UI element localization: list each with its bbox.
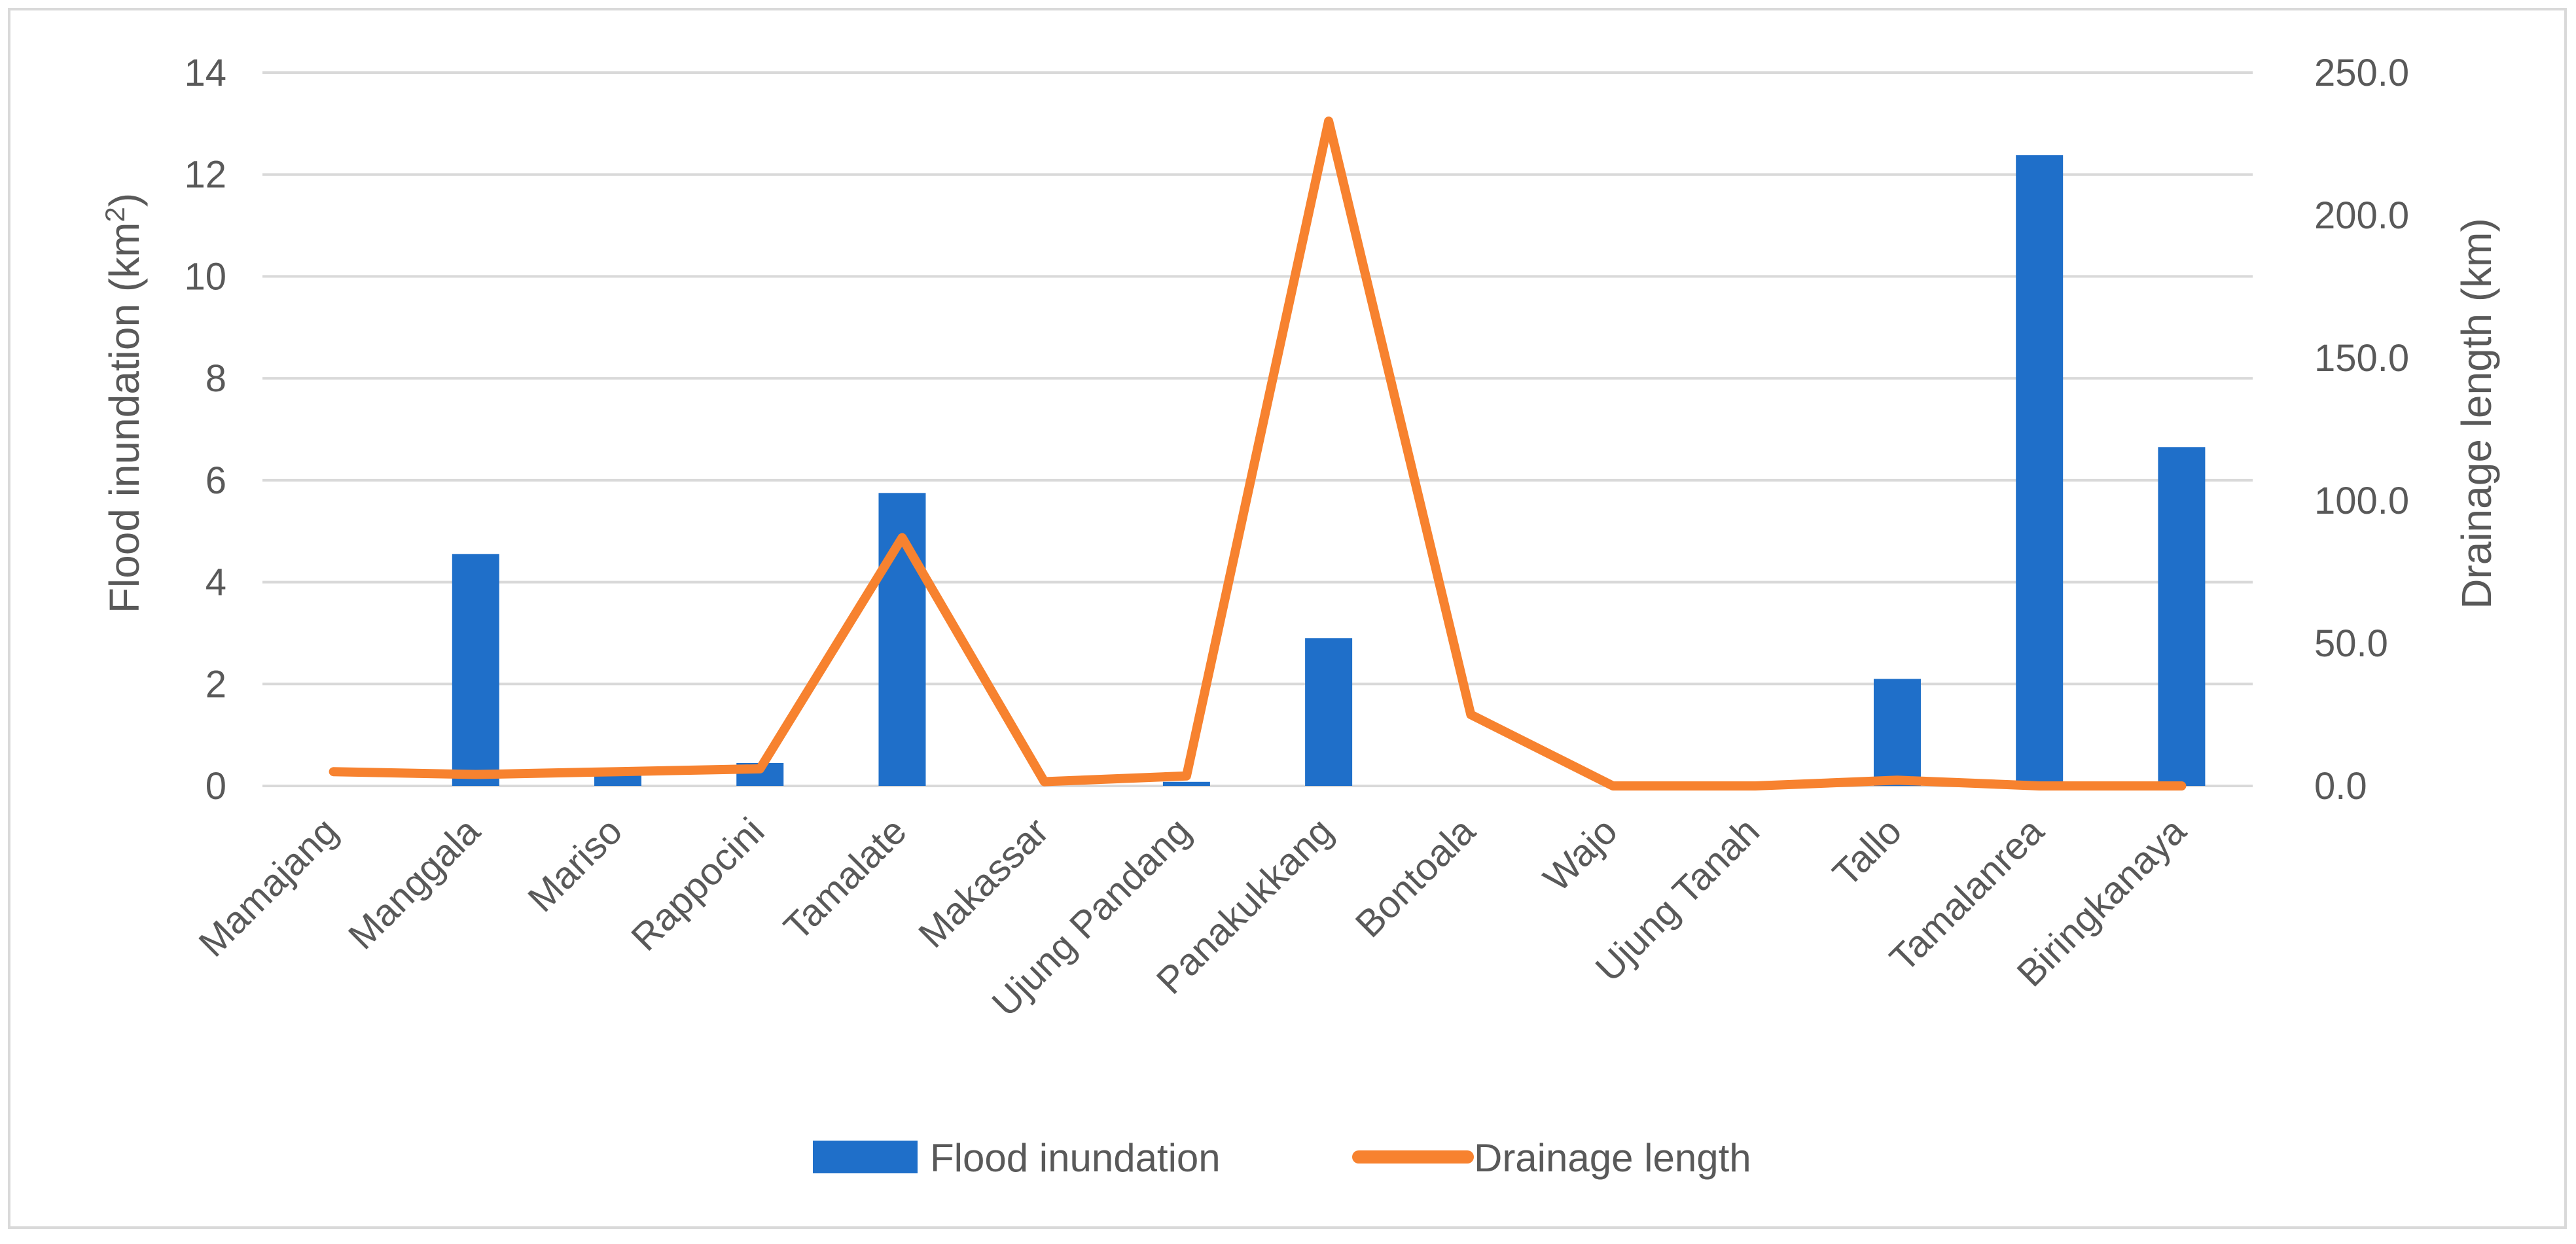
right-tick-label: 0.0 xyxy=(2314,765,2367,808)
right-tick-label: 150.0 xyxy=(2314,337,2409,380)
right-tick-label: 100.0 xyxy=(2314,480,2409,522)
right-tick-label: 200.0 xyxy=(2314,194,2409,237)
legend: Flood inundation Drainage length xyxy=(813,1136,1751,1180)
left-tick-label: 6 xyxy=(206,459,226,502)
flood-inundation-bars xyxy=(452,155,2206,787)
legend-flood-inundation-swatch xyxy=(813,1141,918,1173)
flood-inundation-bar xyxy=(1873,679,1921,786)
chart-frame: 0 2 4 6 8 10 12 14 0.0 50.0 100.0 150.0 200.0 250.0 … xyxy=(8,8,2567,1229)
left-axis-title: Flood inundation (km2) xyxy=(99,193,148,613)
flood-inundation-bar xyxy=(1162,781,1210,786)
left-tick-label: 10 xyxy=(184,255,226,298)
category-label: Mariso xyxy=(520,809,630,920)
category-label: Manggala xyxy=(340,809,489,958)
category-label: Rappocini xyxy=(623,809,772,959)
flood-inundation-bar xyxy=(2158,447,2206,786)
category-label: Tamalate xyxy=(776,809,914,948)
category-label: Bontoala xyxy=(1348,809,1484,946)
left-tick-label: 0 xyxy=(206,765,226,808)
right-tick-label: 250.0 xyxy=(2314,52,2409,94)
drainage-length-line-layer xyxy=(329,116,2187,791)
flood-inundation-bar xyxy=(1305,638,1353,786)
drainage-length-line xyxy=(329,116,2187,791)
left-tick-label: 8 xyxy=(206,357,226,400)
right-tick-label: 50.0 xyxy=(2314,622,2388,665)
right-axis-title: Drainage length (km) xyxy=(2453,218,2500,609)
flood-inundation-bar xyxy=(452,554,499,786)
category-label: Mamajang xyxy=(190,809,346,965)
left-tick-label: 4 xyxy=(206,561,226,604)
category-label: Tallo xyxy=(1825,809,1910,895)
category-label: Makassar xyxy=(910,809,1057,956)
right-axis-ticks: 0.0 50.0 100.0 150.0 200.0 250.0 xyxy=(2314,52,2409,808)
left-axis-ticks: 0 2 4 6 8 10 12 14 xyxy=(184,52,226,808)
gridlines xyxy=(262,71,2253,787)
left-tick-label: 12 xyxy=(184,154,226,196)
left-tick-label: 14 xyxy=(184,52,226,94)
legend-flood-inundation-label: Flood inundation xyxy=(930,1136,1221,1180)
legend-drainage-length-label: Drainage length xyxy=(1474,1136,1751,1180)
flood-inundation-bar xyxy=(2016,155,2064,787)
left-tick-label: 2 xyxy=(206,663,226,705)
category-label: Wajo xyxy=(1535,809,1626,900)
